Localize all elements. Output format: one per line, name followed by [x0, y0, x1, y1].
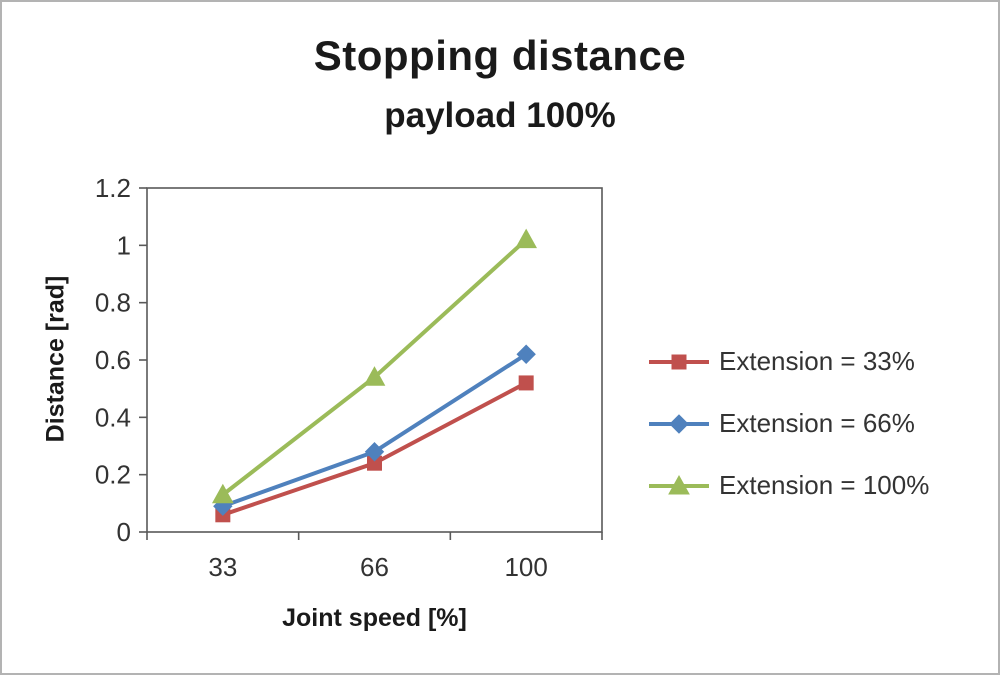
svg-text:33: 33: [208, 552, 237, 582]
triangle-marker-icon: [647, 473, 711, 499]
legend: Extension = 33% Extension = 66% Extensio…: [647, 346, 929, 501]
legend-label: Extension = 100%: [719, 470, 930, 500]
legend-item: Extension = 33%: [647, 346, 929, 377]
x-axis-title: Joint speed [%]: [282, 604, 467, 632]
svg-text:0: 0: [117, 517, 131, 547]
chart-title: Stopping distance: [313, 32, 687, 79]
svg-text:0.2: 0.2: [95, 460, 131, 490]
y-axis-title: Distance [rad]: [41, 275, 70, 443]
svg-text:0.8: 0.8: [95, 288, 131, 318]
legend-item: Extension = 100%: [647, 470, 929, 501]
svg-text:0.4: 0.4: [95, 402, 131, 432]
square-marker-icon: [647, 349, 711, 375]
chart-subtitle: payload 100%: [384, 96, 616, 135]
legend-label: Extension = 33%: [719, 346, 915, 376]
legend-label: Extension = 66%: [719, 408, 915, 438]
legend-item: Extension = 66%: [647, 408, 929, 439]
svg-text:1.2: 1.2: [95, 173, 131, 203]
svg-text:100: 100: [504, 552, 547, 582]
svg-text:66: 66: [360, 552, 389, 582]
diamond-marker-icon: [647, 411, 711, 437]
svg-text:1: 1: [117, 230, 131, 260]
svg-text:0.6: 0.6: [95, 345, 131, 375]
